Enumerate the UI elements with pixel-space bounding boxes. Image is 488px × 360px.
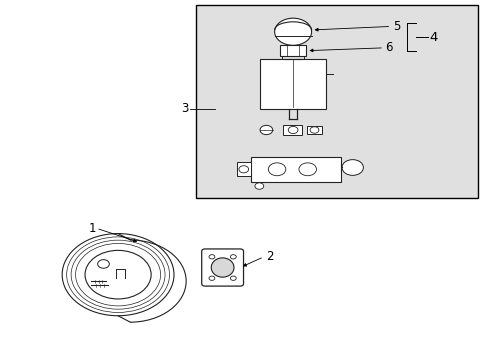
Circle shape [287,126,297,134]
Text: 6: 6 [385,41,392,54]
Circle shape [230,255,236,259]
Circle shape [274,18,311,45]
Circle shape [239,166,248,173]
Circle shape [98,260,109,268]
Circle shape [208,276,214,280]
Circle shape [62,234,174,316]
Text: 3: 3 [181,102,188,115]
Ellipse shape [211,258,234,277]
Circle shape [85,250,151,299]
Circle shape [341,159,363,175]
Circle shape [230,276,236,280]
Bar [237,162,250,176]
Bar [260,59,325,109]
FancyBboxPatch shape [201,249,243,286]
Circle shape [254,183,263,189]
Circle shape [208,255,214,259]
Circle shape [260,125,272,135]
Text: 4: 4 [429,31,437,44]
Text: 1: 1 [88,222,96,235]
Circle shape [309,127,318,133]
Text: 5: 5 [392,20,399,33]
Bar [196,5,477,198]
Text: 2: 2 [266,250,273,263]
Bar [283,125,301,135]
Bar [279,45,306,56]
Bar [306,126,322,134]
Bar [250,157,340,182]
